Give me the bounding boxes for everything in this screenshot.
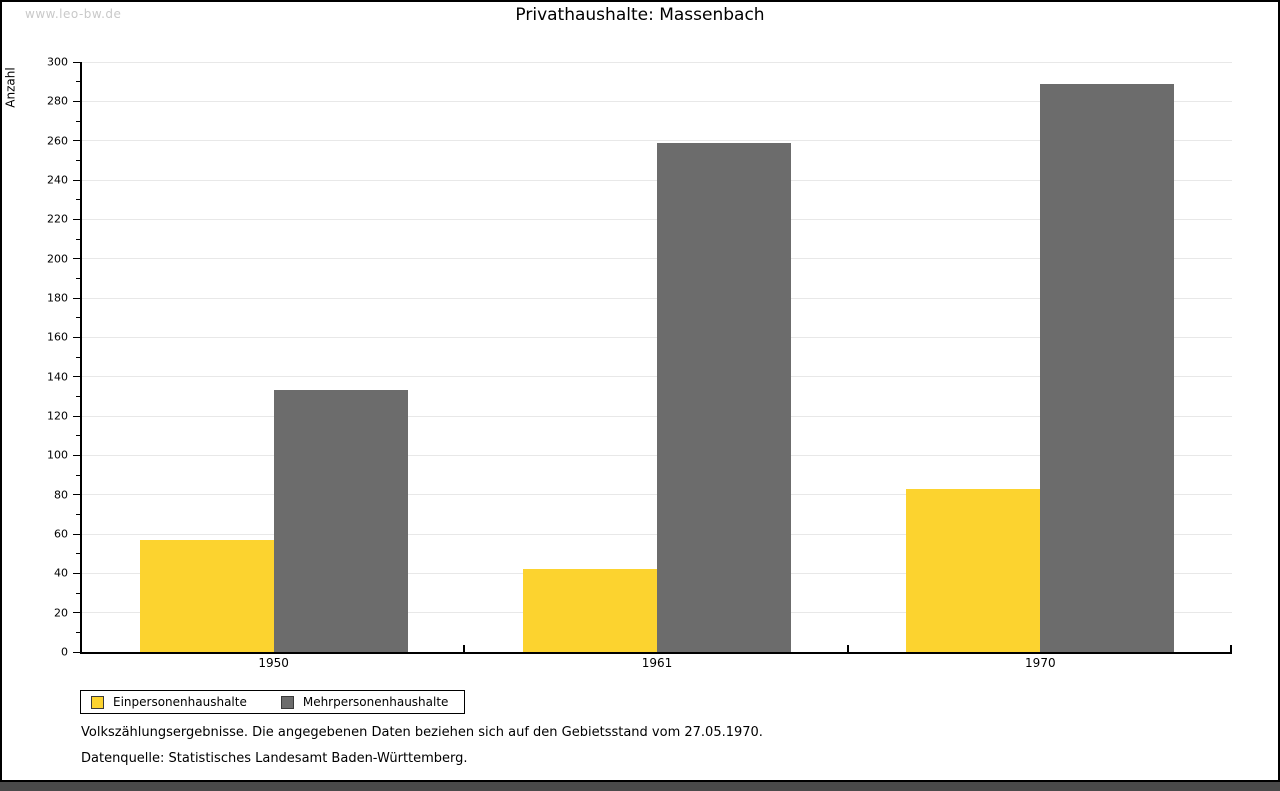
y-minor-tick-190 — [76, 277, 80, 279]
y-tick-label-160: 160 — [47, 330, 68, 344]
bar-1970-mehrpersonenhaushalte — [1040, 83, 1175, 652]
y-tick-label-240: 240 — [47, 173, 68, 187]
y-major-tick-40 — [73, 572, 80, 574]
y-minor-tick-250 — [76, 159, 80, 161]
y-major-tick-280 — [73, 100, 80, 102]
y-minor-tick-30 — [76, 592, 80, 594]
y-tick-label-0: 0 — [61, 645, 68, 659]
footnote-data-source: Datenquelle: Statistisches Landesamt Bad… — [81, 751, 468, 766]
x-axis-tick — [846, 645, 849, 652]
y-major-tick-260 — [73, 140, 80, 142]
y-major-tick-200 — [73, 258, 80, 260]
y-tick-label-60: 60 — [54, 527, 68, 541]
y-axis-line — [80, 62, 82, 652]
footnote-source-note: Volkszählungsergebnisse. Die angegebenen… — [81, 725, 763, 740]
y-major-tick-20 — [73, 612, 80, 614]
x-tick-label-1950: 1950 — [258, 656, 289, 670]
y-major-tick-300 — [73, 61, 80, 63]
x-tick-label-1970: 1970 — [1025, 656, 1056, 670]
y-minor-tick-150 — [76, 356, 80, 358]
y-minor-tick-90 — [76, 474, 80, 476]
y-tick-label-20: 20 — [54, 606, 68, 620]
y-tick-label-220: 220 — [47, 212, 68, 226]
y-minor-tick-130 — [76, 395, 80, 397]
y-minor-tick-210 — [76, 238, 80, 240]
y-tick-label-180: 180 — [47, 291, 68, 305]
watermark-url: www.leo-bw.de — [25, 7, 122, 21]
x-tick-label-1961: 1961 — [641, 656, 673, 670]
y-tick-label-140: 140 — [47, 370, 68, 384]
gridline-300 — [82, 61, 1232, 63]
x-axis-line — [80, 652, 1232, 654]
y-minor-tick-270 — [76, 120, 80, 122]
y-tick-label-280: 280 — [47, 94, 68, 108]
legend-swatch-einpersonenhaushalte — [91, 695, 104, 709]
y-tick-label-260: 260 — [47, 134, 68, 148]
y-minor-tick-170 — [76, 317, 80, 319]
y-major-tick-220 — [73, 218, 80, 220]
y-tick-label-40: 40 — [54, 566, 68, 580]
y-major-tick-140 — [73, 376, 80, 378]
y-major-tick-80 — [73, 494, 80, 496]
legend-item-einpersonenhaushalte: Einpersonenhaushalte — [91, 695, 247, 709]
y-minor-tick-50 — [76, 553, 80, 555]
y-major-tick-240 — [73, 179, 80, 181]
x-axis-tick — [463, 645, 466, 652]
y-tick-label-80: 80 — [54, 488, 68, 502]
y-major-tick-120 — [73, 415, 80, 417]
plot-area: 1950 1961 1970 0 20 40 60 80 100 120 140 160 180 200 2… — [47, 56, 1232, 670]
y-major-tick-180 — [73, 297, 80, 299]
y-minor-tick-230 — [76, 199, 80, 201]
y-tick-label-300: 300 — [47, 55, 68, 69]
legend-label-mehrpersonenhaushalte: Mehrpersonenhaushalte — [302, 695, 449, 709]
gridline-280 — [82, 100, 1232, 102]
legend-swatch-mehrpersonenhaushalte — [280, 695, 294, 709]
y-tick-label-100: 100 — [47, 448, 68, 462]
bar-1961-mehrpersonenhaushalte — [657, 142, 791, 652]
legend-item-mehrpersonenhaushalte: Mehrpersonenhaushalte — [280, 695, 449, 709]
bar-1970-einpersonenhaushalte — [906, 488, 1041, 652]
y-tick-label-120: 120 — [47, 409, 68, 423]
bar-1961-einpersonenhaushalte — [523, 569, 657, 652]
bottom-strip — [0, 782, 1280, 791]
y-minor-tick-110 — [76, 435, 80, 437]
legend: Einpersonenhaushalte Mehrpersonenhaushal… — [80, 690, 466, 714]
y-axis-label: Anzahl — [3, 67, 18, 108]
legend-label-einpersonenhaushalte: Einpersonenhaushalte — [113, 695, 247, 709]
y-major-tick-100 — [73, 454, 80, 456]
y-major-tick-0 — [73, 651, 80, 653]
chart-title: Privathaushalte: Massenbach — [515, 5, 765, 25]
y-minor-tick-290 — [76, 81, 80, 83]
bar-1950-einpersonenhaushalte — [139, 539, 274, 652]
y-minor-tick-70 — [76, 513, 80, 515]
gridline-260 — [82, 140, 1232, 142]
bar-1950-mehrpersonenhaushalte — [273, 390, 408, 652]
y-major-tick-160 — [73, 336, 80, 338]
y-minor-tick-10 — [76, 631, 80, 633]
y-major-tick-60 — [73, 533, 80, 535]
y-tick-label-200: 200 — [47, 252, 68, 266]
x-axis-tick — [1230, 645, 1232, 652]
